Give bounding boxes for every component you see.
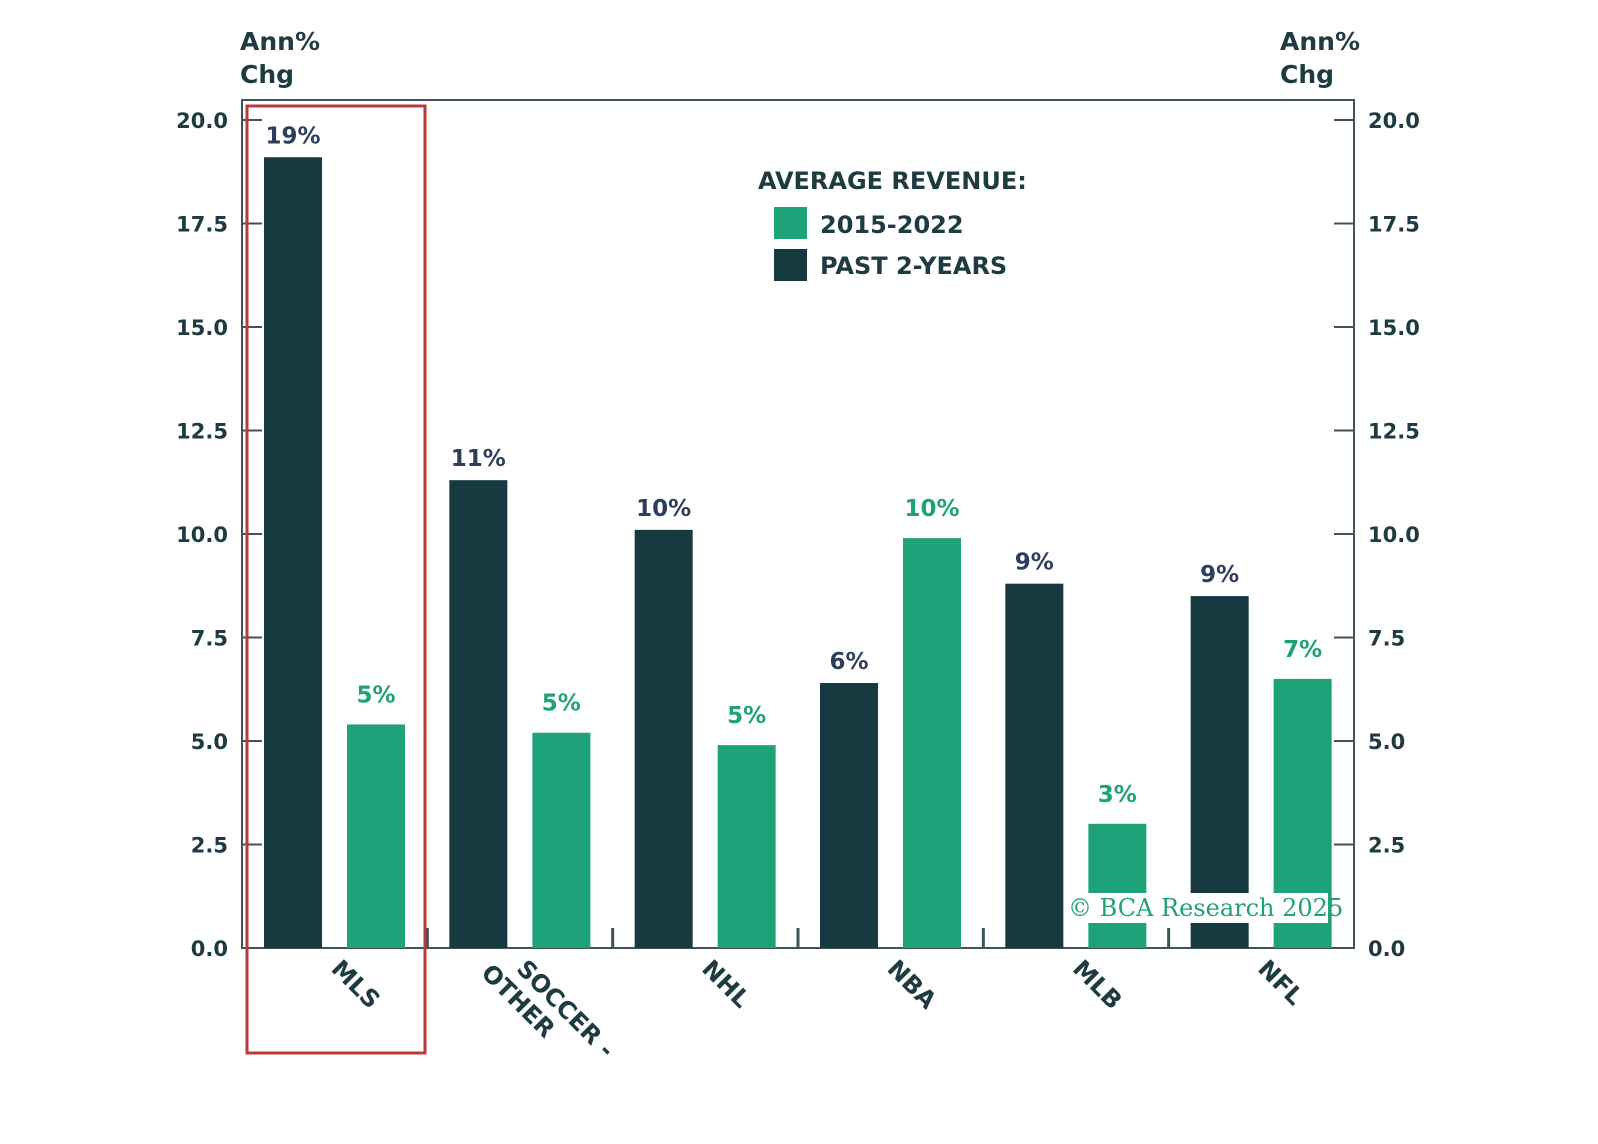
- x-category-label: NHL: [696, 954, 755, 1013]
- bar-past-2-years-nfl: [1190, 596, 1249, 948]
- x-category-label: MLB: [1067, 954, 1127, 1014]
- left-tick-label: 10.0: [176, 523, 228, 547]
- svg-text:© BCA Research 2025: © BCA Research 2025: [1068, 894, 1343, 922]
- x-category-label: MLS: [326, 954, 386, 1014]
- bar-past-2-years-soccer-other: [449, 480, 508, 948]
- data-label: 11%: [451, 446, 506, 472]
- x-category-label: SOCCER -OTHER: [476, 939, 620, 1083]
- left-tick-label: 7.5: [191, 627, 228, 651]
- left-axis-unit-line1: Ann%: [240, 27, 320, 56]
- right-tick-label: 20.0: [1368, 109, 1420, 133]
- right-axis-unit-line1: Ann%: [1280, 27, 1360, 56]
- data-label: 3%: [1098, 782, 1137, 808]
- bar-2015-2022-soccer-other: [532, 732, 591, 948]
- left-tick-label: 20.0: [176, 109, 228, 133]
- data-label: 7%: [1283, 637, 1322, 663]
- bar-past-2-years-nba: [820, 683, 878, 948]
- data-label: 6%: [829, 649, 868, 675]
- legend-swatch-past-2-years: [774, 249, 807, 281]
- legend-title: AVERAGE REVENUE:: [758, 167, 1027, 195]
- right-tick-label: 2.5: [1368, 834, 1405, 858]
- bar-2015-2022-nba: [903, 538, 961, 948]
- right-axis-unit-line2: Chg: [1280, 60, 1334, 89]
- data-label: 19%: [265, 123, 320, 149]
- bar-past-2-years-mlb: [1005, 583, 1064, 948]
- right-tick-label: 17.5: [1368, 213, 1420, 237]
- right-tick-label: 10.0: [1368, 523, 1420, 547]
- left-tick-label: 5.0: [191, 730, 228, 754]
- data-label: 9%: [1200, 562, 1239, 588]
- legend: AVERAGE REVENUE: 2015-2022 PAST 2-YEARS: [758, 167, 1027, 281]
- right-tick-label: 7.5: [1368, 627, 1405, 651]
- bar-past-2-years-nhl: [634, 529, 693, 948]
- left-tick-label: 2.5: [191, 834, 228, 858]
- left-axis-unit-line2: Chg: [240, 60, 294, 89]
- x-category-label: NFL: [1252, 954, 1308, 1010]
- highlight-box: [245, 104, 427, 1055]
- x-category-label: NBA: [882, 954, 942, 1014]
- bar-2015-2022-mlb: [1088, 823, 1147, 948]
- data-label: 10%: [904, 496, 959, 522]
- data-label: 5%: [542, 691, 581, 717]
- left-tick-label: 17.5: [176, 213, 228, 237]
- bar-2015-2022-nhl: [717, 745, 776, 948]
- data-label: 9%: [1015, 550, 1054, 576]
- left-tick-label: 12.5: [176, 420, 228, 444]
- left-tick-label: 0.0: [191, 937, 228, 961]
- legend-label-2015-2022: 2015-2022: [820, 211, 964, 239]
- data-label: 5%: [356, 682, 395, 708]
- left-tick-label: 15.0: [176, 316, 228, 340]
- right-tick-label: 15.0: [1368, 316, 1420, 340]
- legend-swatch-2015-2022: [774, 207, 807, 239]
- watermark: © BCA Research 2025: [1064, 893, 1343, 923]
- bar-past-2-years-mls: [264, 157, 322, 948]
- right-tick-label: 12.5: [1368, 420, 1420, 444]
- right-tick-label: 0.0: [1368, 937, 1405, 961]
- legend-label-past-2-years: PAST 2-YEARS: [820, 252, 1007, 280]
- bar-2015-2022-mls: [347, 724, 405, 948]
- data-label: 5%: [727, 703, 766, 729]
- data-label: 10%: [636, 496, 691, 522]
- right-tick-label: 5.0: [1368, 730, 1405, 754]
